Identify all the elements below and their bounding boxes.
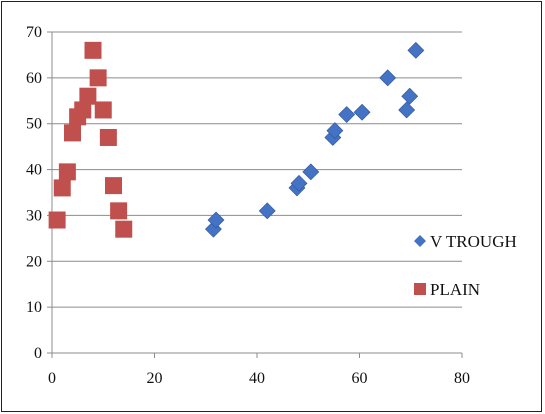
y-tick-label: 0 (34, 345, 42, 362)
data-point-diamond (398, 101, 416, 119)
y-tick-label: 20 (26, 253, 42, 270)
legend-marker-square (414, 283, 426, 295)
series-v-trough (205, 41, 425, 238)
legend-marker-diamond (414, 235, 426, 247)
data-point-square (79, 87, 97, 105)
data-point-square (74, 101, 92, 119)
data-point-square (48, 211, 66, 229)
y-tick-label: 30 (26, 207, 42, 224)
legend-item: V TROUGH (414, 232, 517, 251)
data-point-square (89, 69, 107, 87)
x-tick-label: 80 (454, 370, 470, 387)
data-point-diamond (207, 211, 225, 229)
data-point-square (94, 101, 112, 119)
data-point-square (115, 220, 133, 238)
x-tick-label: 20 (147, 370, 163, 387)
y-tick-label: 50 (26, 116, 42, 133)
y-tick-label: 70 (26, 24, 42, 41)
data-point-diamond (379, 69, 397, 87)
data-point-square (110, 202, 128, 220)
y-tick-label: 40 (26, 162, 42, 179)
x-tick-label: 60 (352, 370, 368, 387)
data-point-square (58, 163, 76, 181)
y-axis-tick-labels: 0 10 20 30 40 50 60 70 (26, 24, 42, 362)
x-tick-label: 40 (249, 370, 265, 387)
data-point-diamond (401, 87, 419, 105)
data-point-diamond (302, 163, 320, 181)
axes (47, 31, 463, 358)
data-points (48, 41, 425, 238)
y-tick-label: 10 (26, 299, 42, 316)
x-axis-tick-labels: 0 20 40 60 80 (48, 370, 470, 387)
data-point-diamond (258, 202, 276, 220)
data-point-diamond (290, 174, 308, 192)
data-point-square (84, 41, 102, 59)
gridlines (52, 31, 462, 308)
data-point-diamond (338, 106, 356, 123)
legend: V TROUGH PLAIN (414, 232, 517, 299)
y-tick-label: 60 (26, 70, 42, 87)
data-point-square (99, 128, 117, 146)
data-point-diamond (326, 122, 344, 140)
data-point-square (53, 179, 71, 197)
legend-item: PLAIN (414, 280, 480, 299)
legend-label: V TROUGH (430, 232, 517, 251)
data-point-diamond (353, 103, 371, 121)
data-point-diamond (407, 41, 425, 59)
data-point-square (105, 177, 122, 195)
x-tick-label: 0 (48, 370, 56, 387)
legend-label: PLAIN (430, 280, 480, 299)
series-plain (48, 41, 133, 238)
data-point-square (64, 124, 81, 142)
